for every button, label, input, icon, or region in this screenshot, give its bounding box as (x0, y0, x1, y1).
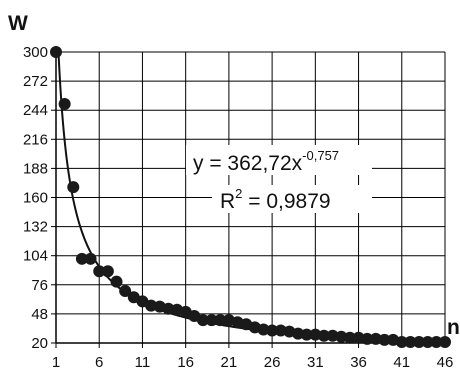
data-point (101, 265, 114, 278)
data-point (439, 335, 451, 348)
data-point (413, 335, 426, 348)
y-tick-label: 132 (23, 219, 48, 236)
data-point (110, 275, 123, 288)
data-point (58, 97, 71, 110)
data-point (378, 333, 391, 346)
r-squared-box (212, 185, 372, 213)
x-tick-label: 36 (350, 354, 367, 371)
y-tick-label: 244 (23, 102, 48, 119)
data-point (361, 332, 374, 345)
data-point (300, 328, 313, 341)
equation-box (186, 145, 372, 175)
y-tick-label: 300 (23, 44, 48, 61)
data-point (430, 335, 443, 348)
r-squared-value: = 0,9879 (242, 190, 330, 213)
data-points (50, 46, 451, 348)
y-tick-label: 160 (23, 190, 48, 207)
x-axis-label: n (447, 316, 460, 339)
data-point (317, 329, 330, 342)
y-tick-label: 216 (23, 131, 48, 148)
x-tick-label: 21 (221, 354, 238, 371)
data-point (205, 314, 218, 327)
x-tick-label: 16 (177, 354, 194, 371)
data-point (93, 265, 106, 278)
y-tick-labels: 20 48 76 104 132 160 188 216 244 272 300 (23, 44, 48, 352)
y-tick-label: 48 (31, 306, 48, 323)
trendline-equation: y = 362,72x-0,757 (193, 148, 339, 175)
y-axis-label: W (8, 12, 28, 35)
data-point (214, 314, 227, 327)
y-tick-label: 20 (31, 335, 48, 352)
data-point (75, 252, 88, 265)
x-tick-label: 41 (393, 354, 410, 371)
equation-base: y = 362,72x (193, 152, 303, 175)
equation-exponent: -0,757 (302, 148, 339, 163)
x-tick-label: 46 (437, 354, 454, 371)
data-point (196, 314, 209, 327)
y-tick-label: 188 (23, 160, 48, 177)
x-tick-label: 26 (264, 354, 281, 371)
y-tick-label: 272 (23, 73, 48, 90)
y-tick-label: 104 (23, 248, 48, 265)
r-squared: R2 = 0,9879 (220, 186, 331, 213)
x-tick-label: 11 (135, 354, 151, 371)
data-point (343, 331, 356, 344)
data-point (395, 335, 408, 348)
data-point (84, 252, 97, 265)
x-tick-label: 6 (95, 354, 103, 371)
r-squared-exponent: 2 (235, 186, 242, 201)
data-point (266, 324, 279, 337)
data-point (119, 285, 132, 298)
x-tick-labels: 1 6 11 16 21 26 31 36 41 46 (52, 354, 454, 371)
x-tick-label: 1 (52, 354, 60, 371)
r-squared-base: R (220, 190, 235, 213)
data-point (421, 335, 434, 348)
data-point (404, 335, 417, 348)
x-tick-label: 31 (307, 354, 324, 371)
data-point (67, 181, 80, 194)
data-point (50, 46, 62, 58)
y-tick-label: 76 (31, 277, 48, 294)
